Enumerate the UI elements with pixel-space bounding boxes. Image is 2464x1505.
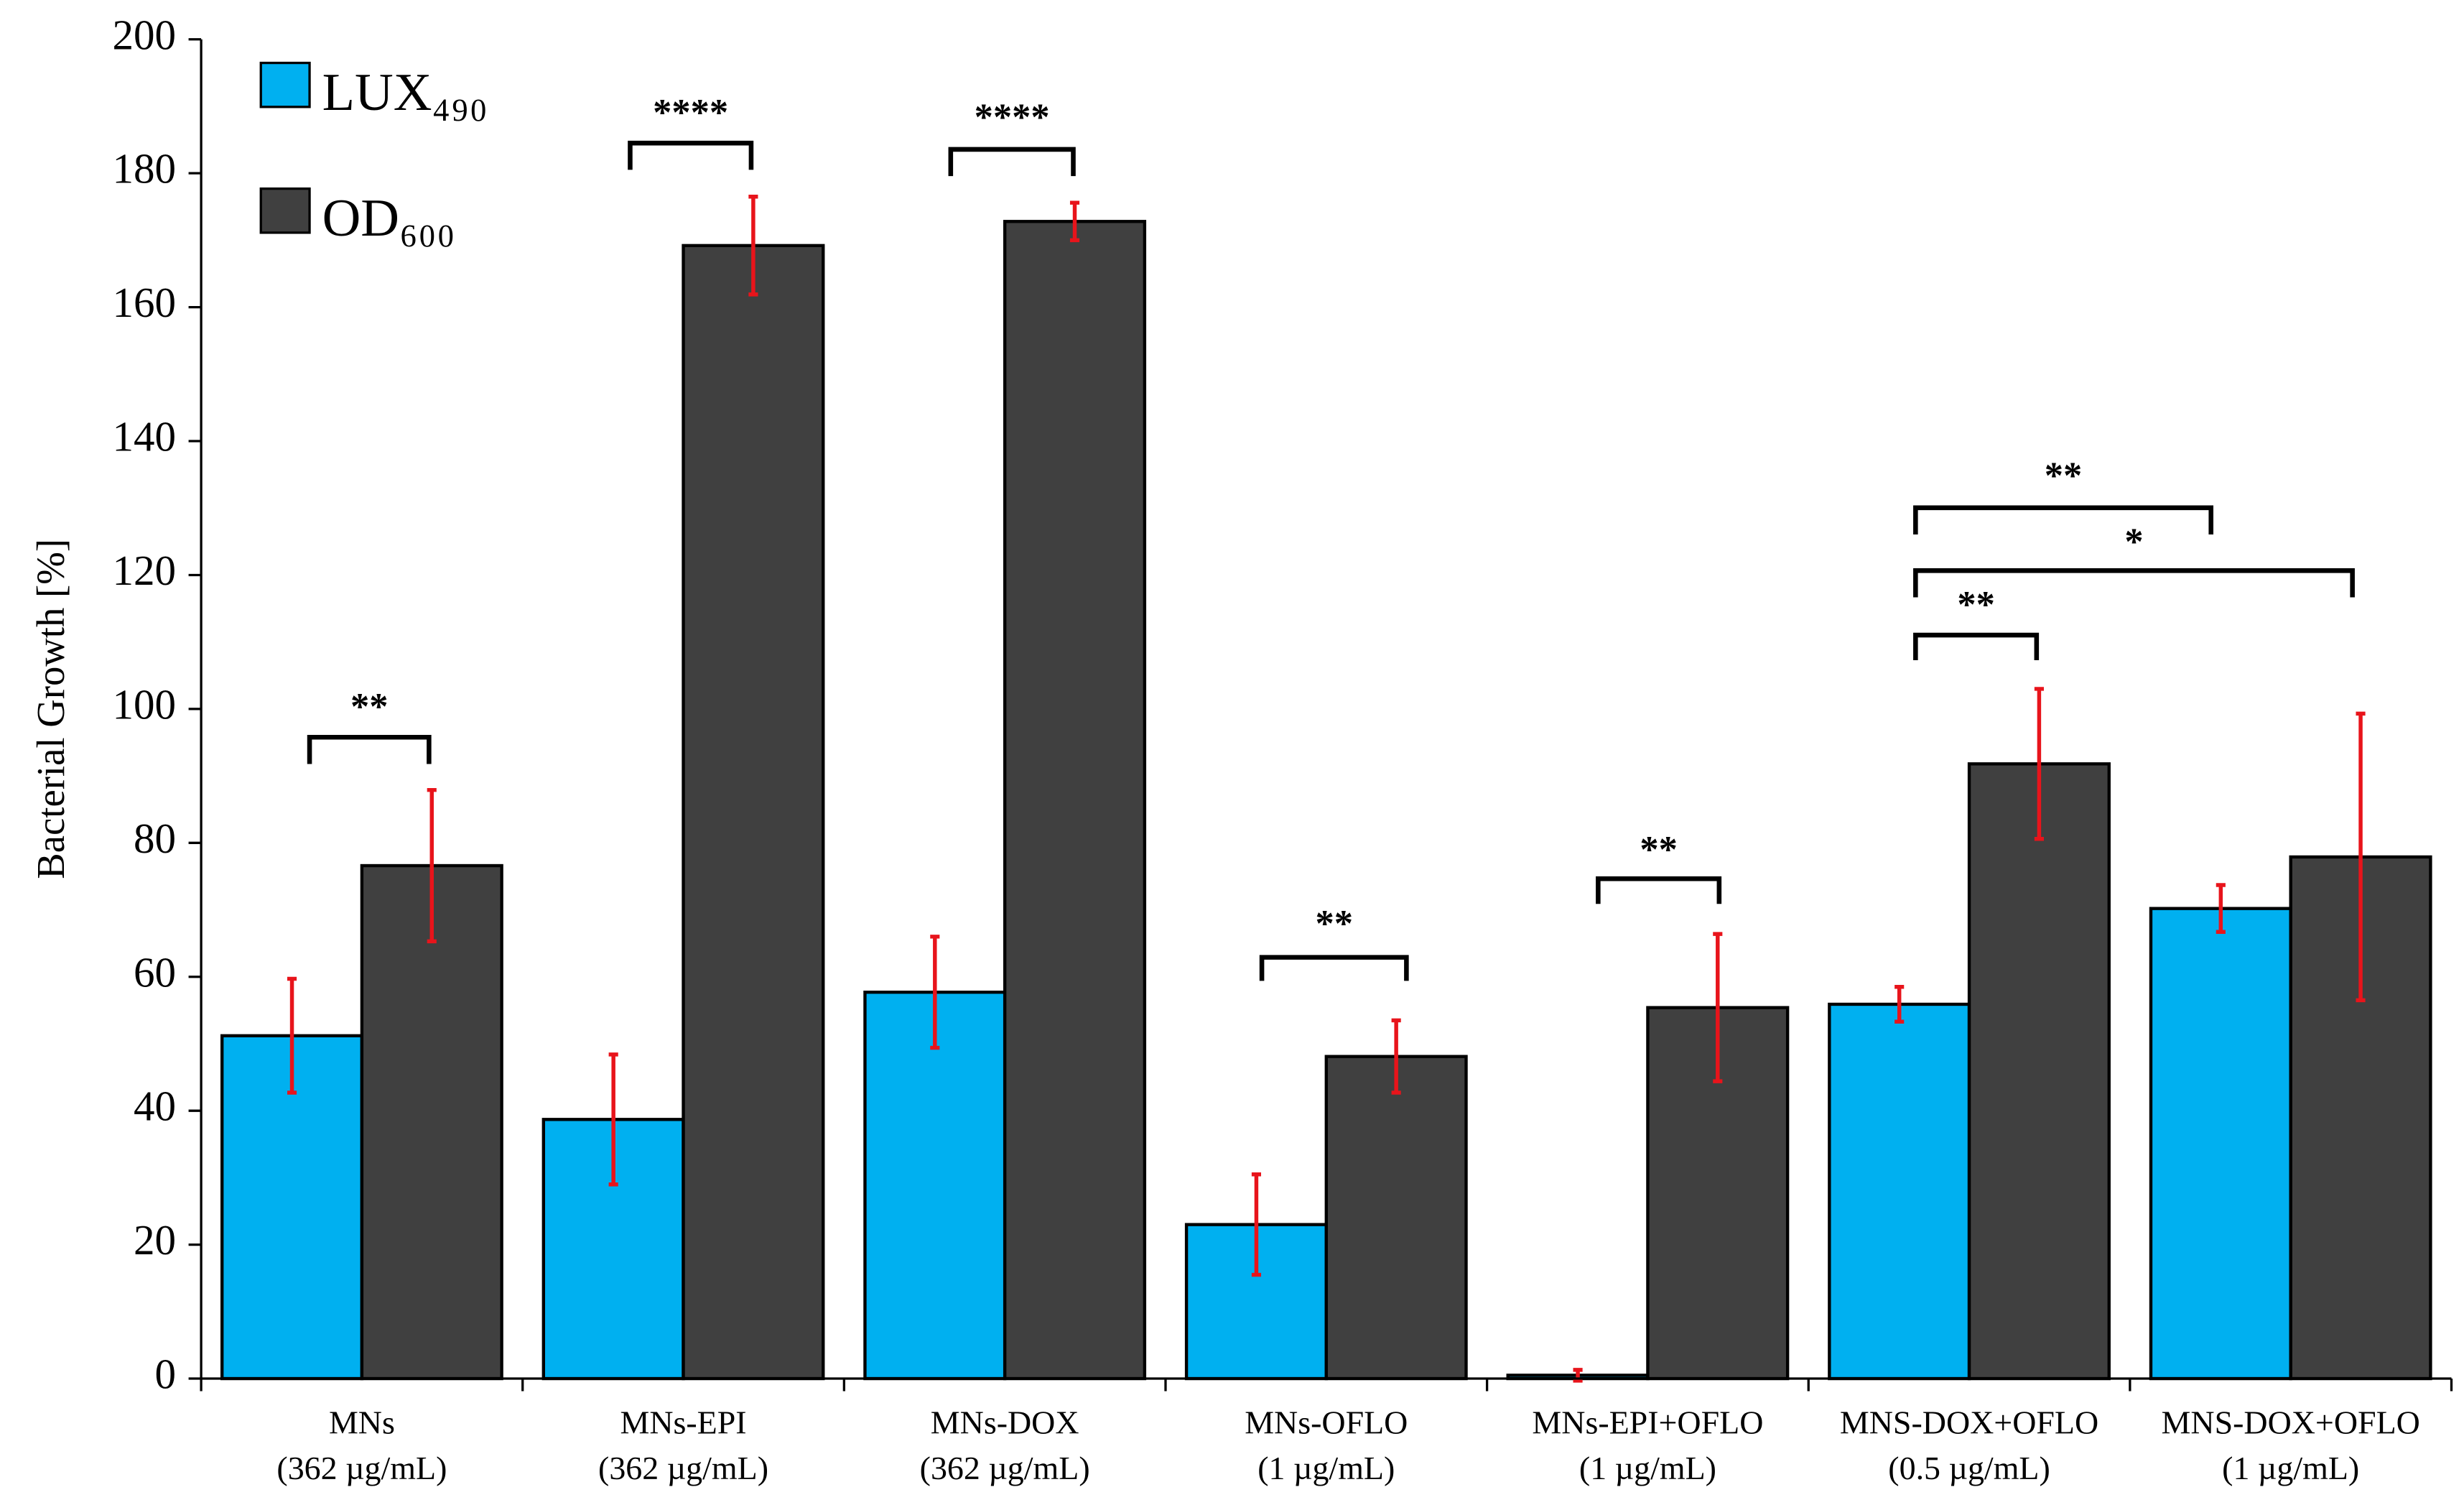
significance-bracket [628, 140, 754, 170]
x-tick-label-line: MNs-EPI+OFLO [1532, 1404, 1763, 1440]
error-bar [930, 935, 940, 1050]
significance-label: ** [1315, 903, 1353, 945]
y-tick-label: 0 [155, 1351, 177, 1398]
x-tick-label-line: (1 µg/mL) [1257, 1450, 1395, 1486]
error-bar [1713, 932, 1723, 1083]
bar [360, 863, 503, 1381]
error-bar [1251, 1172, 1261, 1277]
bar [1003, 220, 1147, 1381]
x-tick-label-line: (362 µg/mL) [276, 1450, 447, 1486]
x-tick-label-line: MNs-EPI [620, 1404, 746, 1440]
y-tick-label: 40 [134, 1083, 176, 1130]
x-tick-label: MNS-DOX+OFLO (0.5 µg/mL) [1840, 1404, 2098, 1486]
legend-label: OD₆₀₀ [322, 189, 455, 248]
significance-label: **** [653, 92, 728, 134]
x-tick-label: MNs-EPI (362 µg/mL) [598, 1404, 768, 1486]
y-tick-label: 120 [112, 547, 176, 594]
error-bar [2356, 711, 2366, 1003]
x-tick-label-line: MNs-OFLO [1245, 1404, 1408, 1440]
x-tick-label-line: MNS-DOX+OFLO [2162, 1404, 2420, 1440]
bar [1967, 762, 2111, 1381]
significance-label: ** [1640, 829, 1678, 871]
y-tick-label: 100 [112, 680, 176, 728]
y-tick-label: 20 [134, 1216, 176, 1264]
significance-label: * [2124, 521, 2143, 562]
significance-bracket [1913, 505, 2213, 535]
significance-label: ** [2045, 455, 2083, 496]
x-tick-label: MNs-DOX (362 µg/mL) [920, 1404, 1090, 1486]
legend-label: LUX₄₉₀ [322, 63, 488, 122]
x-tick-label-line: (1 µg/mL) [1579, 1450, 1716, 1486]
significance-bracket [948, 147, 1076, 177]
bar [1324, 1055, 1468, 1381]
y-tick-label: 60 [134, 948, 176, 996]
y-tick-label: 160 [112, 279, 176, 326]
x-tick-label-line: (362 µg/mL) [598, 1450, 768, 1486]
y-tick-label: 80 [134, 815, 176, 862]
significance-bracket [1913, 568, 2355, 598]
error-bar [2216, 883, 2226, 935]
legend-swatch [259, 187, 311, 234]
significance-bracket [1913, 632, 2040, 661]
y-axis-label: Bacterial Growth [%] [29, 539, 73, 879]
x-tick-label: MNs (362 µg/mL) [276, 1404, 447, 1486]
significance-bracket [1596, 876, 1722, 904]
significance-label: **** [975, 97, 1050, 139]
error-bar [1895, 984, 1905, 1024]
x-tick-label-line: MNS-DOX+OFLO [1840, 1404, 2098, 1440]
error-bar [748, 195, 758, 297]
x-tick-label-line: (0.5 µg/mL) [1888, 1450, 2050, 1486]
y-tick-label: 140 [112, 413, 176, 460]
bar [1828, 1002, 1971, 1381]
significance-label: ** [350, 686, 389, 728]
bar [682, 244, 825, 1381]
x-tick-label-line: (362 µg/mL) [920, 1450, 1090, 1486]
x-tick-label: MNS-DOX+OFLO (1 µg/mL) [2162, 1404, 2420, 1486]
significance-bracket [307, 734, 432, 764]
x-tick-label: MNs-OFLO (1 µg/mL) [1245, 1404, 1408, 1486]
error-bar [2034, 687, 2044, 841]
y-tick-label: 200 [112, 11, 176, 58]
error-bar [427, 787, 437, 944]
x-tick-label-line: MNs [329, 1404, 395, 1440]
significance-label: ** [1957, 584, 1995, 626]
significance-bracket [1259, 955, 1409, 981]
bar [863, 990, 1007, 1381]
bar [2149, 907, 2292, 1381]
y-tick-label: 180 [112, 145, 176, 193]
legend-swatch [259, 61, 311, 108]
error-bar [608, 1052, 618, 1187]
error-bar [1069, 200, 1080, 243]
error-bar [1391, 1018, 1401, 1095]
error-bar [287, 976, 297, 1095]
x-tick-label-line: (1 µg/mL) [2222, 1450, 2359, 1486]
x-tick-label-line: MNs-DOX [931, 1404, 1079, 1440]
x-tick-label: MNs-EPI+OFLO (1 µg/mL) [1532, 1404, 1763, 1486]
